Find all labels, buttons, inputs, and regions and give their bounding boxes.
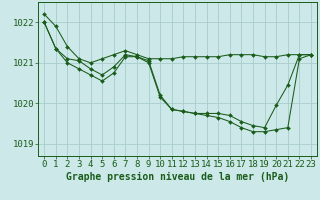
X-axis label: Graphe pression niveau de la mer (hPa): Graphe pression niveau de la mer (hPa) <box>66 172 289 182</box>
